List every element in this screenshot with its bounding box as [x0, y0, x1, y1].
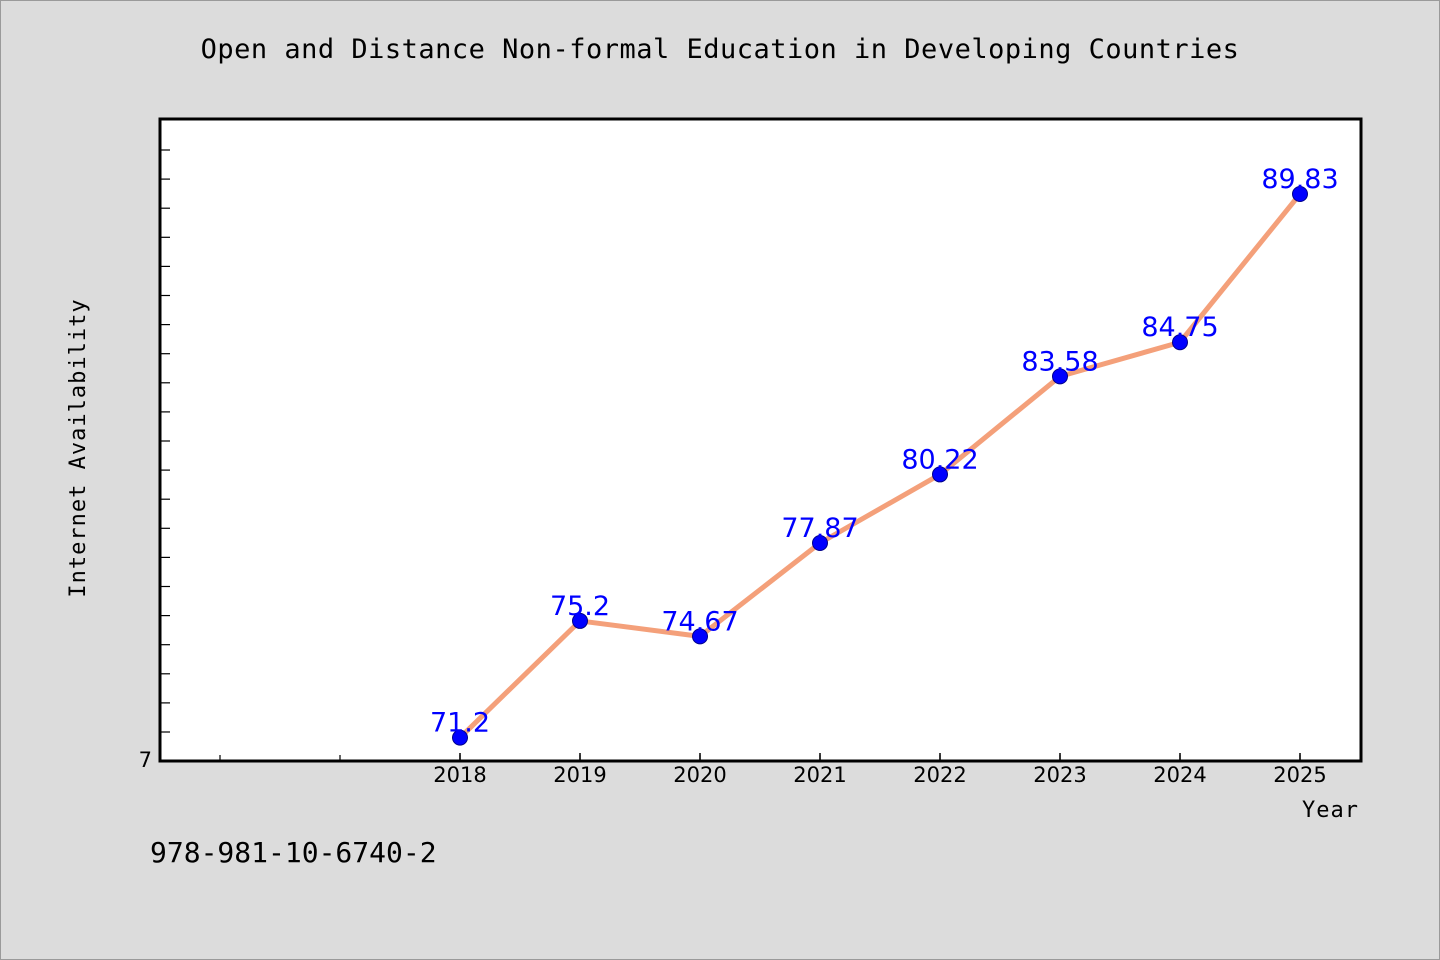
- x-tick-label: 2019: [553, 763, 606, 787]
- data-point: [452, 729, 468, 746]
- y-minor-ticks: [160, 149, 170, 733]
- x-tick-label: 2021: [793, 763, 846, 787]
- data-markers: [452, 185, 1308, 746]
- data-point: [812, 535, 828, 552]
- data-label: 89.83: [1261, 164, 1338, 195]
- y-tick-label: 7: [139, 748, 152, 772]
- data-label: 83.58: [1021, 346, 1098, 377]
- x-tick-label: 2020: [673, 763, 726, 787]
- x-axis-label: Year: [1302, 798, 1359, 823]
- data-label: 74.67: [661, 606, 738, 637]
- data-point: [1172, 334, 1188, 351]
- y-axis-label: Internet Availability: [66, 298, 91, 597]
- x-tick-labels: 2018 2019 2020 2021 2022 2023 2024 2025: [433, 753, 1327, 787]
- x-tick-label: 2023: [1033, 763, 1086, 787]
- data-point: [1052, 368, 1068, 385]
- data-point: [932, 466, 948, 483]
- chart-title: Open and Distance Non-formal Education i…: [200, 34, 1240, 65]
- data-label: 80.22: [901, 444, 978, 475]
- data-label: 84.75: [1141, 312, 1218, 343]
- data-label: 75.2: [550, 591, 610, 622]
- data-labels: 71.2 75.2 74.67 77.87 80.22 83.58 84.75 89.83: [430, 164, 1339, 739]
- x-tick-label: 2024: [1153, 763, 1206, 787]
- data-point: [1292, 185, 1308, 202]
- x-tick-label: 2022: [913, 763, 966, 787]
- series-line: [458, 192, 1302, 740]
- data-label: 77.87: [781, 513, 858, 544]
- data-point: [572, 612, 588, 629]
- x-tick-label: 2018: [433, 763, 486, 787]
- data-point: [692, 628, 708, 645]
- x-tick-label: 2025: [1273, 763, 1326, 787]
- plot-area: [158, 117, 1363, 763]
- data-label: 71.2: [430, 708, 490, 739]
- footer-code: 978-981-10-6740-2: [150, 836, 437, 869]
